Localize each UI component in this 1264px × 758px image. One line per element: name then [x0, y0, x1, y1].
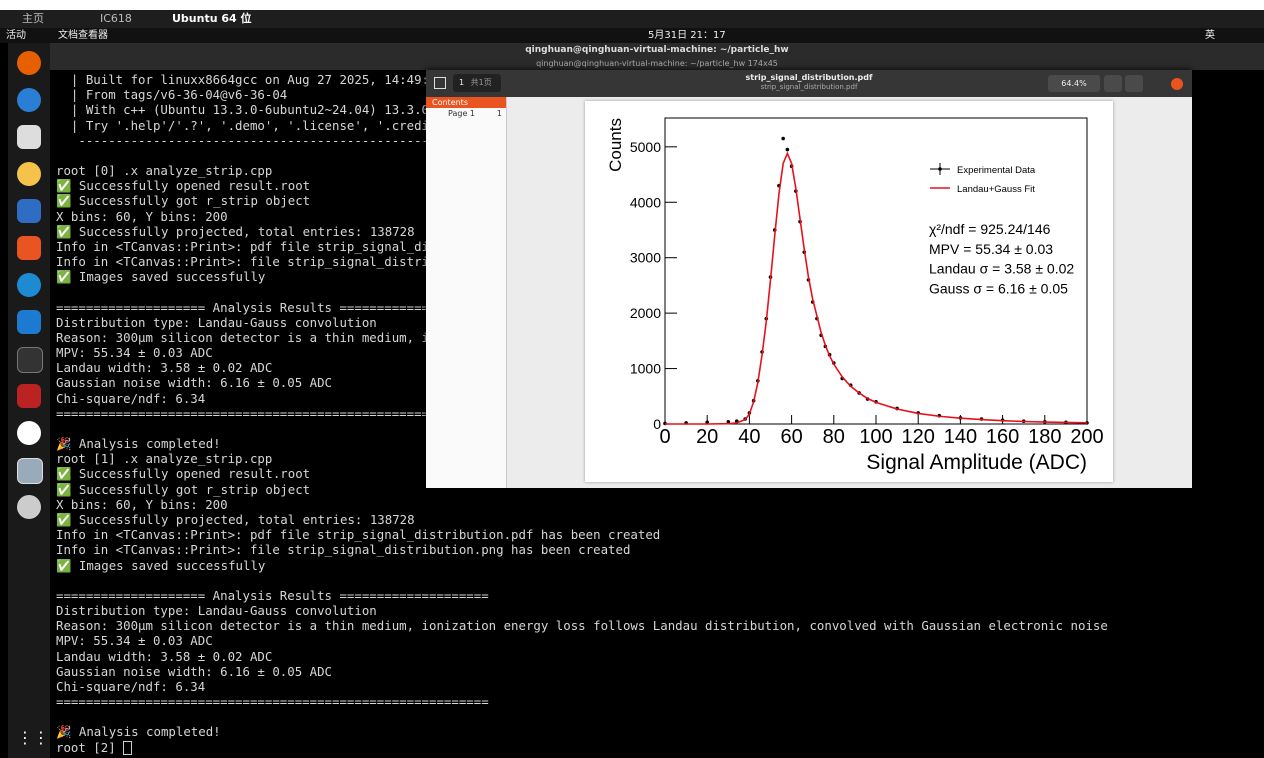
y-tick-label: 5000	[630, 139, 661, 155]
x-axis-title: Signal Amplitude (ADC)	[866, 451, 1087, 474]
search-button[interactable]	[1104, 75, 1122, 92]
annotation: MPV = 55.34 ± 0.03	[929, 241, 1053, 257]
app-menu[interactable]: 文档查看器	[58, 28, 108, 43]
terminal-line: Chi-square/ndf: 6.34	[56, 679, 1264, 694]
terminal-line: MPV: 55.34 ± 0.03 ADC	[56, 633, 1264, 648]
x-tick-label: 120	[902, 426, 935, 448]
terminal-line: Reason: 300μm silicon detector is a thin…	[56, 618, 1264, 633]
legend-swatch	[938, 167, 942, 171]
zoom[interactable]: 64.4%	[1048, 75, 1100, 92]
dock-icon[interactable]	[17, 384, 41, 408]
terminal-line: Info in <TCanvas::Print>: file strip_sig…	[56, 542, 1264, 557]
terminal-line: ✅ Images saved successfully	[56, 558, 1264, 573]
x-tick-label: 0	[659, 426, 670, 448]
legend-label: Landau+Gauss Fit	[957, 184, 1035, 195]
terminal-line: Distribution type: Landau-Gauss convolut…	[56, 603, 1264, 618]
dock-icon[interactable]	[17, 51, 41, 75]
x-tick-label: 40	[738, 426, 760, 448]
close-button[interactable]	[1171, 78, 1183, 90]
app-grid[interactable]: ⋮⋮	[17, 728, 37, 748]
activities[interactable]: 活动	[6, 28, 26, 43]
terminal-line: X bins: 60, Y bins: 200	[56, 497, 1264, 512]
dock-icon[interactable]	[17, 347, 43, 373]
outline-label: Page 1	[448, 109, 475, 118]
dock-icon[interactable]	[17, 125, 41, 149]
x-tick-label: 100	[859, 426, 892, 448]
dock-icon[interactable]	[17, 162, 41, 186]
outline-item[interactable]: Page 1 1	[426, 108, 506, 120]
top-bar: 活动 文档查看器 5月31日 21：17 英	[0, 28, 1264, 43]
dock-icon[interactable]	[17, 310, 41, 334]
x-tick-label: 160	[986, 426, 1019, 448]
data-point	[781, 137, 785, 141]
x-tick-label: 200	[1070, 426, 1103, 448]
dock-icon[interactable]	[17, 199, 41, 223]
vm-tab-bar: 主页 IC618 Ubuntu 64 位	[0, 0, 1264, 28]
input-method[interactable]: 英	[1205, 28, 1215, 43]
chart: Counts Signal Amplitude (ADC) 0 20 40 60 80 1…	[585, 101, 1113, 482]
terminal-line: Landau width: 3.58 ± 0.02 ADC	[56, 649, 1264, 664]
x-tick-label: 80	[823, 426, 845, 448]
dock-icon[interactable]	[17, 421, 41, 445]
x-tick-label: 140	[944, 426, 977, 448]
menu-button[interactable]	[1125, 75, 1143, 92]
pdf-viewer: 1 共1页 strip_signal_distribution.pdf stri…	[426, 70, 1192, 488]
terminal-line: ==================== Analysis Results ==…	[56, 588, 1264, 603]
dock-icon[interactable]	[17, 88, 41, 112]
viewer-sidebar: Contents Page 1 1	[426, 97, 507, 488]
annotation: Landau σ = 3.58 ± 0.02	[929, 261, 1074, 277]
y-tick-label: 4000	[630, 194, 661, 210]
dock-icon[interactable]	[17, 273, 41, 297]
terminal-subtitle: qinghuan@qinghuan-virtual-machine: ~/par…	[50, 59, 1264, 68]
x-tick-label: 20	[696, 426, 718, 448]
y-tick-label: 1000	[630, 361, 661, 377]
contents-header[interactable]: Contents	[426, 97, 506, 108]
terminal-header: qinghuan@qinghuan-virtual-machine: ~/par…	[50, 43, 1264, 70]
terminal-line: ✅ Successfully projected, total entries:…	[56, 512, 1264, 527]
annotation: χ²/ndf = 925.24/146	[929, 221, 1051, 237]
terminal-line: ========================================…	[56, 694, 1264, 709]
terminal-line: root [2]	[56, 740, 1264, 755]
vm-tab[interactable]: IC618	[100, 11, 132, 27]
dock-icon[interactable]	[17, 458, 43, 484]
terminal-line: 🎉 Analysis completed!	[56, 724, 1264, 739]
terminal-line: Gaussian noise width: 6.16 ± 0.05 ADC	[56, 664, 1264, 679]
data-point	[786, 148, 790, 152]
clock[interactable]: 5月31日 21：17	[648, 28, 726, 43]
viewer-header: 1 共1页 strip_signal_distribution.pdf stri…	[426, 70, 1192, 97]
dock-icon[interactable]	[17, 236, 41, 260]
y-tick-label: 3000	[630, 250, 661, 266]
vm-tab[interactable]: Ubuntu 64 位	[172, 11, 252, 27]
terminal-line: Info in <TCanvas::Print>: pdf file strip…	[56, 527, 1264, 542]
y-tick-label: 0	[653, 416, 661, 432]
desktop: 主页 IC618 Ubuntu 64 位 活动 文档查看器 5月31日 21：1…	[0, 0, 1264, 758]
pdf-page: Counts Signal Amplitude (ADC) 0 20 40 60 80 1…	[585, 101, 1113, 482]
dock: ⋮⋮	[8, 43, 50, 758]
x-tick-label: 60	[780, 426, 802, 448]
y-tick-label: 2000	[630, 305, 661, 321]
legend-label: Experimental Data	[957, 165, 1036, 176]
outline-page: 1	[497, 108, 502, 120]
x-tick-label: 180	[1028, 426, 1061, 448]
terminal-title: qinghuan@qinghuan-virtual-machine: ~/par…	[50, 45, 1264, 55]
vm-tab[interactable]: 主页	[22, 11, 44, 27]
y-axis-title: Counts	[606, 118, 625, 172]
annotation: Gauss σ = 6.16 ± 0.05	[929, 280, 1068, 296]
cursor	[123, 741, 132, 755]
dock-icon[interactable]	[17, 495, 41, 519]
